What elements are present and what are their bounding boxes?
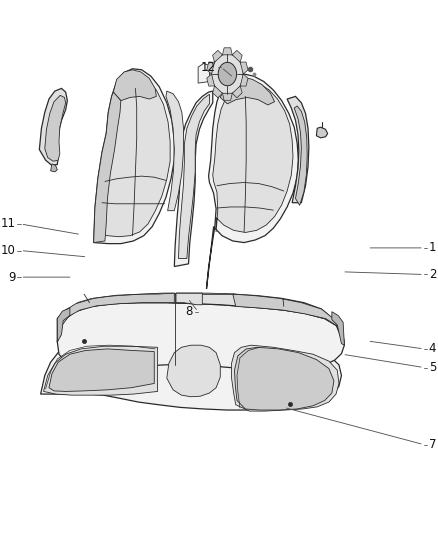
Polygon shape: [57, 303, 344, 370]
Polygon shape: [94, 92, 121, 243]
Polygon shape: [57, 294, 344, 345]
Polygon shape: [45, 95, 66, 161]
Polygon shape: [51, 164, 57, 172]
Polygon shape: [316, 127, 328, 138]
Text: 7: 7: [429, 438, 436, 451]
Polygon shape: [212, 54, 243, 94]
Polygon shape: [39, 88, 67, 165]
Text: 2: 2: [429, 268, 436, 281]
Polygon shape: [240, 62, 248, 74]
Polygon shape: [223, 93, 232, 100]
Text: 4: 4: [429, 342, 436, 356]
Polygon shape: [43, 346, 158, 395]
Polygon shape: [234, 348, 334, 410]
Text: 1: 1: [429, 241, 436, 254]
Text: 9: 9: [8, 271, 15, 284]
Polygon shape: [220, 77, 275, 105]
Text: 8: 8: [186, 305, 193, 318]
Polygon shape: [198, 63, 209, 83]
Polygon shape: [102, 77, 170, 237]
Polygon shape: [94, 69, 174, 244]
Polygon shape: [294, 106, 307, 205]
Text: 10: 10: [1, 244, 15, 257]
Polygon shape: [167, 345, 220, 397]
Polygon shape: [41, 340, 342, 410]
Polygon shape: [232, 345, 339, 411]
Polygon shape: [113, 70, 156, 101]
Polygon shape: [233, 294, 343, 337]
Polygon shape: [166, 91, 184, 211]
Polygon shape: [213, 82, 293, 232]
Polygon shape: [207, 74, 215, 86]
Polygon shape: [207, 62, 215, 74]
Polygon shape: [240, 74, 248, 86]
Polygon shape: [212, 51, 223, 62]
Polygon shape: [332, 312, 344, 345]
Polygon shape: [232, 86, 242, 98]
Polygon shape: [179, 94, 209, 259]
Polygon shape: [212, 86, 223, 98]
Polygon shape: [218, 62, 237, 86]
Polygon shape: [206, 74, 298, 289]
Polygon shape: [57, 293, 174, 337]
Polygon shape: [57, 308, 70, 342]
Text: 11: 11: [0, 217, 15, 230]
Polygon shape: [287, 96, 309, 203]
Polygon shape: [174, 91, 213, 266]
Text: 12: 12: [201, 61, 216, 74]
Text: 5: 5: [429, 361, 436, 374]
Polygon shape: [232, 51, 242, 62]
Polygon shape: [223, 48, 232, 55]
Polygon shape: [176, 293, 202, 305]
Polygon shape: [49, 349, 154, 391]
